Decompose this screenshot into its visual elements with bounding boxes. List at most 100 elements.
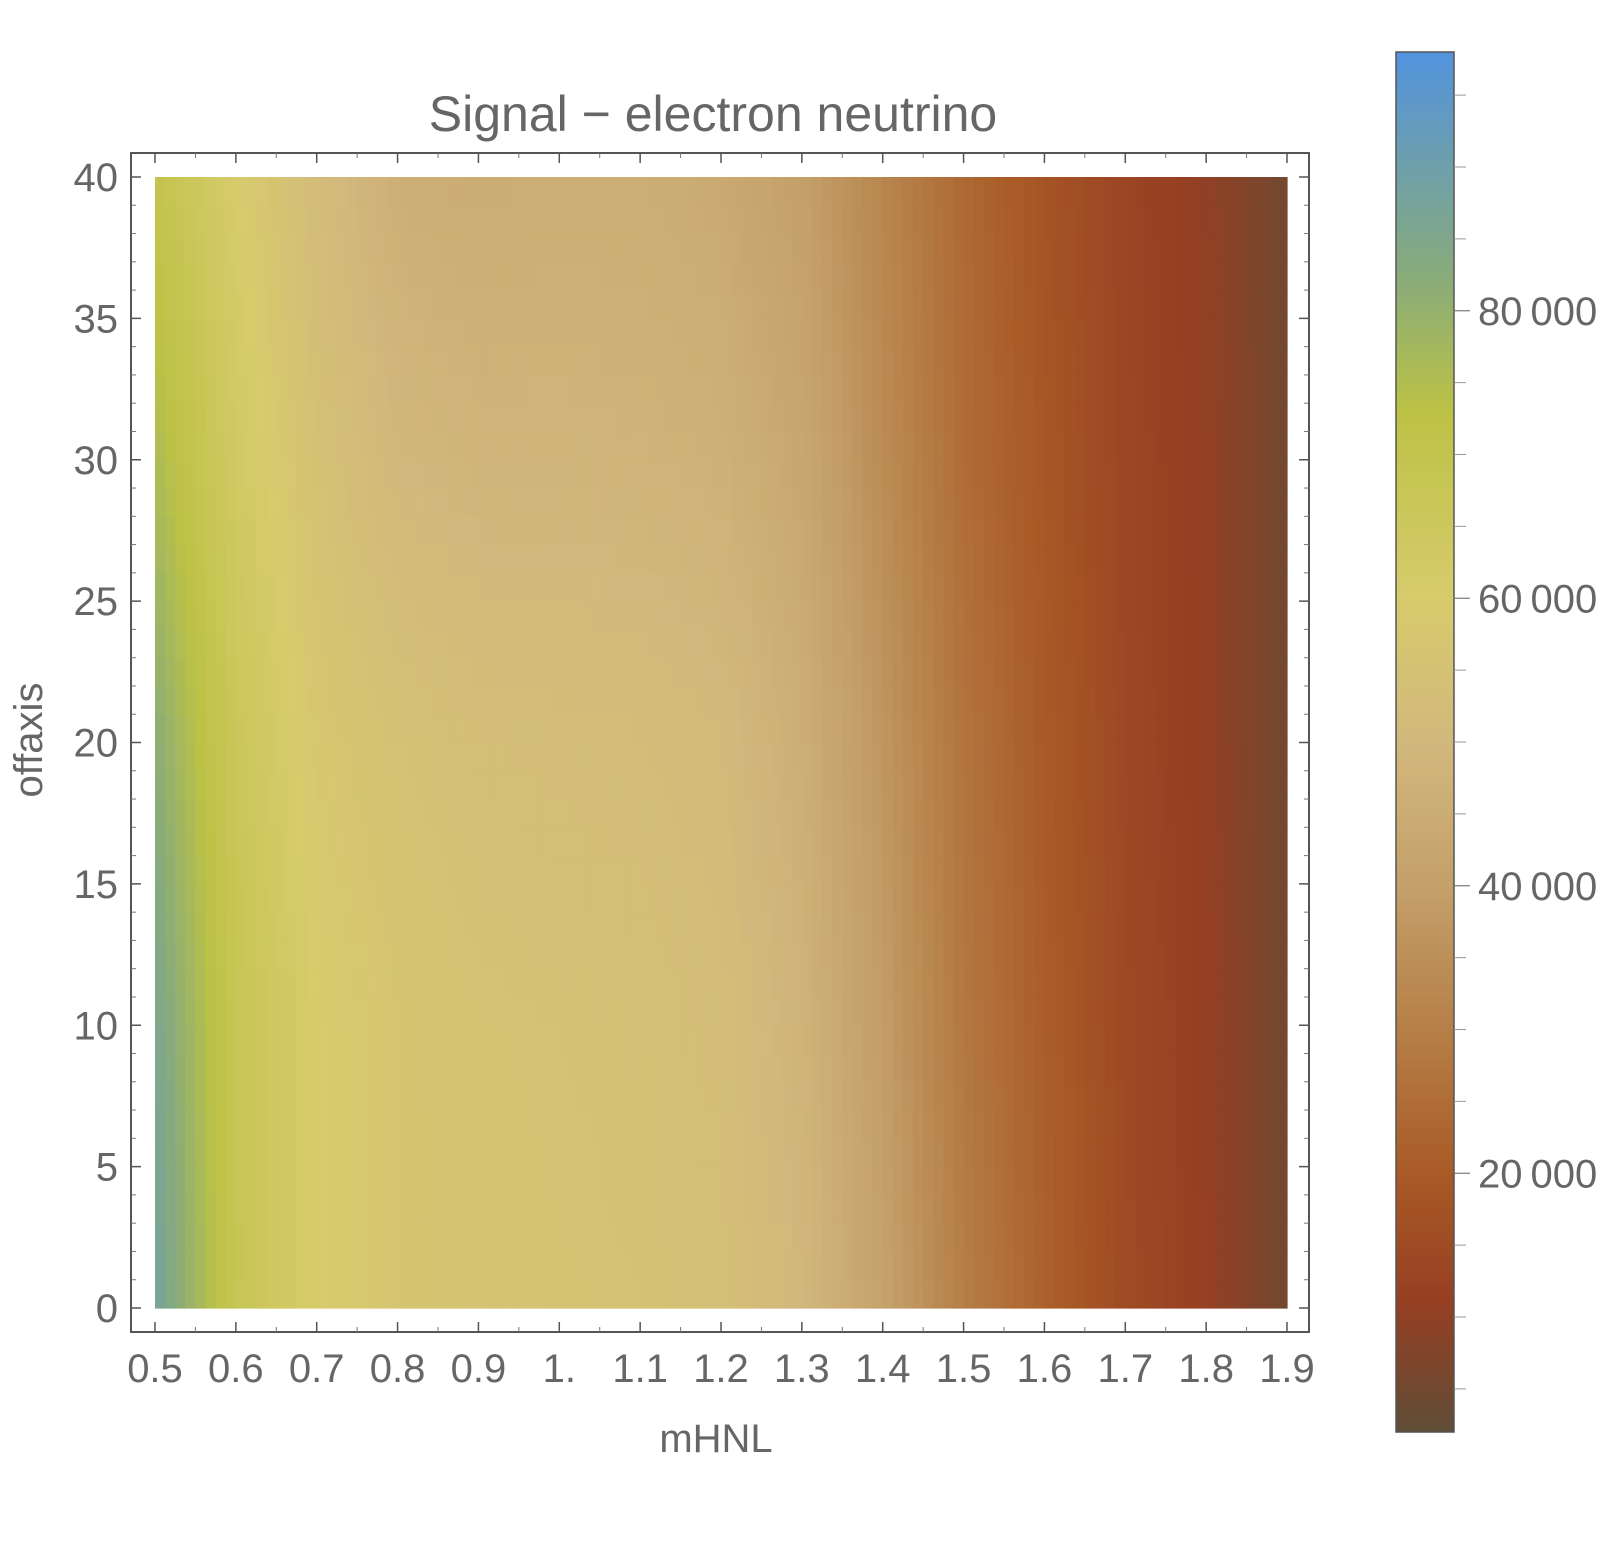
heatmap-cell (175, 799, 186, 828)
heatmap-cell (1115, 968, 1126, 998)
heatmap-cell (731, 742, 742, 772)
heatmap-cell (842, 403, 853, 433)
heatmap-cell (882, 601, 894, 630)
heatmap-cell (498, 459, 510, 489)
heatmap-cell (1256, 459, 1268, 489)
heatmap-cell (245, 544, 257, 574)
heatmap-cell (326, 516, 338, 546)
heatmap-cell (1175, 459, 1187, 489)
heatmap-cell (872, 1251, 884, 1281)
heatmap-cell (599, 459, 611, 489)
heatmap-cell (619, 685, 631, 715)
heatmap-cell (559, 799, 570, 828)
heatmap-cell (336, 1053, 348, 1083)
heatmap-cell (205, 855, 217, 885)
heatmap-cell (862, 431, 874, 461)
heatmap-cell (650, 374, 661, 404)
heatmap-cell (205, 572, 217, 602)
heatmap-cell (427, 233, 439, 263)
heatmap-cell (165, 883, 176, 913)
heatmap-cell (993, 912, 1005, 942)
heatmap-cell (822, 657, 833, 687)
heatmap-cell (963, 827, 975, 857)
heatmap-cell (1074, 205, 1086, 235)
heatmap-cell (731, 685, 742, 715)
heatmap-cell (1054, 233, 1066, 263)
heatmap-cell (832, 601, 843, 630)
heatmap-cell (731, 488, 742, 517)
heatmap-cell (387, 940, 399, 970)
heatmap-cell (245, 318, 257, 348)
heatmap-cell (559, 685, 570, 715)
heatmap-cell (367, 714, 378, 744)
heatmap-cell (296, 629, 308, 659)
heatmap-cell (781, 346, 793, 376)
heatmap-cell (882, 177, 894, 206)
heatmap-cell (791, 968, 803, 998)
heatmap-cell (488, 1138, 500, 1168)
heatmap-cell (1196, 1025, 1207, 1055)
heatmap-cell (619, 855, 631, 885)
heatmap-cell (902, 1251, 914, 1281)
heatmap-cell (336, 770, 348, 800)
heatmap-cell (1074, 488, 1086, 517)
heatmap-cell (539, 601, 550, 630)
heatmap-cell (518, 290, 530, 319)
heatmap-cell (923, 629, 934, 659)
heatmap-cell (983, 403, 995, 433)
heatmap-cell (276, 940, 287, 970)
heatmap-cell (690, 1053, 702, 1083)
heatmap-cell (508, 261, 520, 291)
heatmap-cell (791, 996, 803, 1026)
heatmap-cell (892, 968, 904, 998)
heatmap-cell (155, 1053, 166, 1083)
heatmap-cell (478, 657, 490, 687)
heatmap-cell (377, 1223, 389, 1253)
heatmap-cell (347, 968, 358, 998)
heatmap-cell (609, 1251, 621, 1281)
heatmap-cell (963, 459, 975, 489)
heatmap-cell (407, 657, 419, 687)
heatmap-cell (741, 770, 752, 800)
heatmap-cell (165, 233, 176, 263)
heatmap-cell (336, 685, 348, 715)
heatmap-cell (1185, 431, 1197, 461)
heatmap-cell (1276, 1138, 1288, 1168)
heatmap-cell (458, 177, 469, 206)
heatmap-cell (781, 233, 793, 263)
heatmap-cell (1206, 1223, 1217, 1253)
heatmap-cell (1105, 1279, 1116, 1309)
heatmap-cell (599, 488, 611, 517)
heatmap-cell (943, 601, 955, 630)
heatmap-cell (771, 1110, 783, 1139)
heatmap-cell (589, 1166, 601, 1196)
heatmap-cell (801, 544, 813, 574)
heatmap-cell (710, 459, 722, 489)
heatmap-cell (1135, 912, 1147, 942)
heatmap-cell (1145, 516, 1157, 546)
heatmap-cell (640, 572, 651, 602)
heatmap-cell (245, 488, 257, 517)
heatmap-cell (630, 629, 641, 659)
heatmap-cell (771, 1251, 783, 1281)
heatmap-cell (811, 827, 823, 857)
heatmap-cell (1175, 346, 1187, 376)
heatmap-cell (811, 855, 823, 885)
heatmap-cell (458, 770, 469, 800)
heatmap-cell (791, 1279, 803, 1309)
heatmap-cell (1236, 912, 1248, 942)
colorbar-tick-label: 60 000 (1478, 577, 1597, 621)
heatmap-cell (1206, 403, 1217, 433)
heatmap-cell (1185, 290, 1197, 319)
heatmap-cell (1155, 685, 1167, 715)
heatmap-cell (1135, 799, 1147, 828)
heatmap-cell (913, 855, 924, 885)
heatmap-cell (508, 1223, 520, 1253)
heatmap-cell (953, 233, 965, 263)
heatmap-cell (316, 968, 328, 998)
heatmap-cell (478, 431, 490, 461)
heatmap-cell (518, 177, 530, 206)
heatmap-cell (1105, 488, 1116, 517)
heatmap-cell (640, 346, 651, 376)
heatmap-cell (498, 1279, 510, 1309)
